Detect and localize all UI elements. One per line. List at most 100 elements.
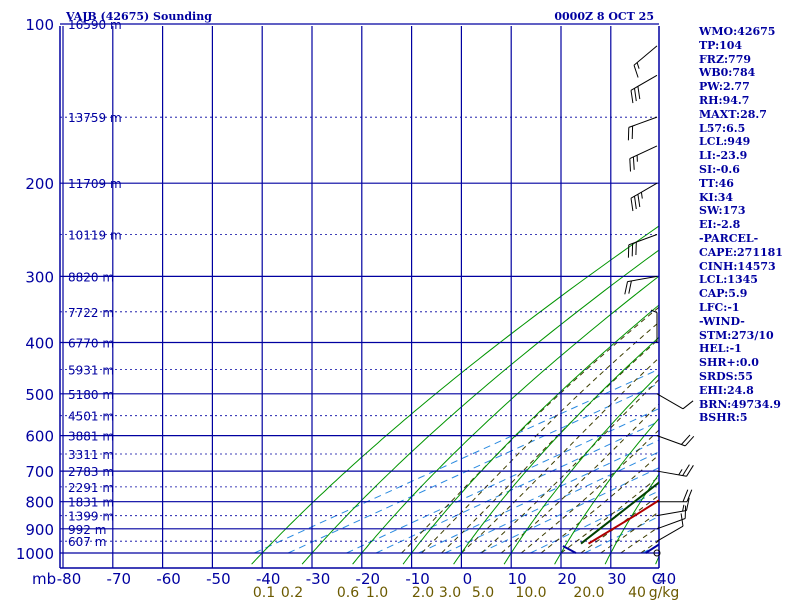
- height-label: 2783 m: [68, 465, 114, 479]
- moist-adiabat-line: [480, 378, 659, 554]
- index-entry: FRZ:779: [699, 52, 752, 66]
- dry-adiabat-line: [402, 304, 659, 565]
- dry-adiabat-line: [604, 473, 659, 565]
- mixing-ratio-line: [375, 420, 659, 554]
- wind-barb: [633, 45, 658, 78]
- mixing-ratio-tick-label: 0.1: [253, 585, 275, 600]
- series-surface-segment: [562, 545, 577, 554]
- mixing-ratio-tick-label: 0.2: [281, 585, 303, 600]
- barb-feather: [650, 309, 658, 313]
- index-entry: HEL:-1: [699, 342, 742, 356]
- index-entry: TT:46: [699, 176, 734, 190]
- barb-feather: [686, 489, 693, 502]
- moist-adiabat-line: [600, 511, 659, 554]
- height-label: 6770 m: [68, 337, 114, 351]
- moist-adiabat-line: [500, 403, 659, 554]
- wind-barb: [656, 513, 684, 542]
- mixing-ratio-tick-label: 2.0: [412, 585, 434, 600]
- barb-feather: [686, 465, 694, 477]
- barb-staff: [627, 275, 658, 283]
- barb-feather: [637, 194, 641, 208]
- barb-staff: [628, 116, 658, 128]
- dry-adiabat-line: [301, 249, 659, 565]
- wind-barb: [629, 145, 658, 172]
- index-entry: LI:-23.9: [699, 149, 748, 163]
- barb-feather: [624, 281, 628, 295]
- barb-feather: [680, 513, 684, 527]
- temperature-tick-label: -20: [356, 570, 381, 588]
- wind-barbs: [624, 45, 695, 557]
- height-label: 11709 m: [68, 177, 122, 191]
- barb-staff: [656, 393, 684, 410]
- barb-staff: [629, 145, 658, 160]
- mixing-ratio-tick-label: 20.0: [573, 585, 604, 600]
- wind-barb: [656, 393, 694, 410]
- index-entry: L57:6.5: [699, 121, 746, 135]
- temperature-tick-label: 10: [508, 570, 527, 588]
- index-entry: EHI:24.8: [699, 383, 754, 397]
- pressure-tick-label: 200: [25, 175, 54, 193]
- mixing-ratio-tick-label: 1.0: [366, 585, 388, 600]
- chart-title: VAJB (42675) Sounding: [65, 10, 212, 23]
- index-entry: SI:-0.6: [699, 162, 740, 176]
- barb-feather: [686, 497, 690, 511]
- pressure-unit-label: mb: [32, 570, 56, 588]
- barb-feather: [682, 400, 694, 410]
- height-label: 3881 m: [68, 430, 114, 444]
- barb-feather: [628, 280, 632, 294]
- temperature-tick-label: -30: [306, 570, 331, 588]
- temperature-tick-label: -80: [57, 570, 82, 588]
- index-entry: SW:173: [699, 204, 746, 218]
- height-label: 1831 m: [68, 496, 114, 510]
- height-label: 13759 m: [68, 111, 122, 125]
- index-entry: WB0:784: [699, 66, 756, 80]
- height-label: 607 m: [68, 535, 106, 549]
- index-entry: BRN:49734.9: [699, 397, 781, 411]
- barb-feather: [630, 198, 634, 212]
- barb-feather: [630, 90, 634, 104]
- mixing-ratio-tick-label: 5.0: [472, 585, 494, 600]
- index-entry: WMO:42675: [699, 25, 776, 38]
- moist-adiabat-line: [540, 453, 659, 554]
- index-entry: MAXT:28.7: [699, 107, 767, 121]
- wind-barb: [630, 182, 658, 212]
- dry-adiabat-line: [503, 373, 659, 565]
- dry-adiabats: [251, 225, 659, 565]
- wind-barb: [656, 464, 694, 477]
- pressure-tick-label: 700: [25, 463, 54, 481]
- barb-feather: [640, 192, 643, 199]
- wind-barb: [650, 309, 658, 343]
- mixing-ratio-line: [530, 490, 659, 554]
- index-entry: -PARCEL-: [699, 231, 759, 245]
- mixing-ratio-unit-label: g/kg: [649, 585, 680, 600]
- barb-staff: [656, 435, 686, 447]
- temperature-tick-label: -50: [206, 570, 231, 588]
- pressure-tick-label: 600: [25, 428, 54, 446]
- mixing-ratio-line: [584, 515, 659, 554]
- wind-barb: [656, 497, 690, 517]
- temperature-tick-label: -70: [107, 570, 132, 588]
- index-entry: CAPE:271181: [699, 245, 783, 259]
- height-label: 5931 m: [68, 364, 114, 378]
- pressure-tick-label: 900: [25, 521, 54, 539]
- series-dewpoint: [580, 481, 659, 545]
- pressure-tick-label: 500: [25, 386, 54, 404]
- barb-feather: [632, 156, 635, 170]
- index-entry: KI:34: [699, 190, 734, 204]
- barb-feather: [634, 88, 637, 102]
- pressure-tick-label: 1000: [16, 545, 54, 563]
- mixing-ratio-line: [444, 451, 659, 554]
- temperature-tick-label: 30: [607, 570, 626, 588]
- pressure-tick-label: 100: [25, 16, 54, 34]
- index-entry: SRDS:55: [699, 369, 753, 383]
- temperature-tick-label: -60: [156, 570, 181, 588]
- index-entry: CINH:14573: [699, 259, 776, 273]
- barb-feather: [682, 489, 689, 502]
- barb-staff: [656, 525, 684, 542]
- index-entry: PW:2.77: [699, 80, 750, 94]
- dry-adiabat-line: [554, 417, 659, 565]
- temperature-tick-label: 20: [557, 570, 576, 588]
- barb-feather: [682, 504, 685, 512]
